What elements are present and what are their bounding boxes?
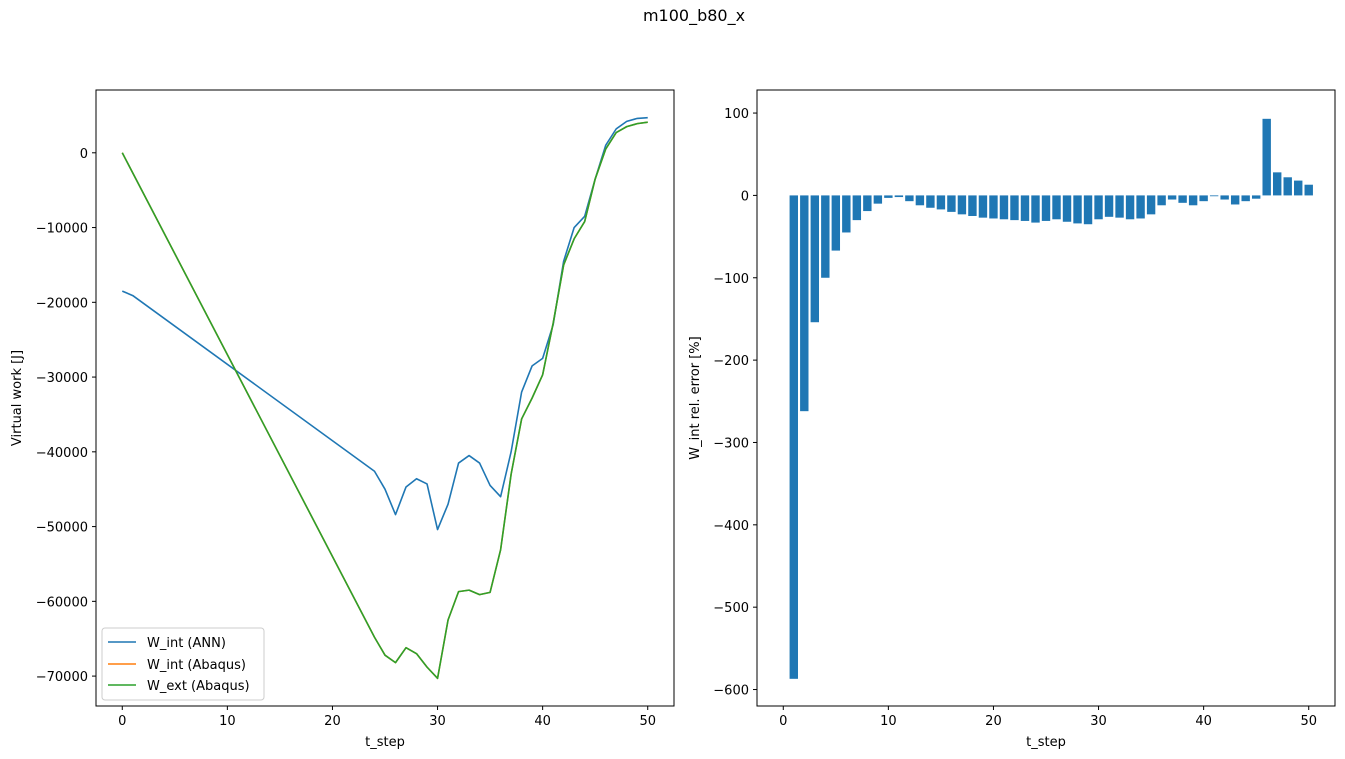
error-bar-t11 [894,195,904,198]
line-chart-y-axis-label: Virtual work [J] [10,350,25,446]
bar-chart-y-tick-label: −600 [713,684,749,699]
line-chart-y-tick-label: −10000 [36,222,88,237]
error-bar-t14 [926,195,935,208]
error-bar-t41 [1209,195,1219,197]
line-chart-x-tick-label: 50 [639,714,656,729]
figure-title: m100_b80_x [643,6,745,26]
error-bar-t9 [873,195,883,204]
error-bar-t31 [1104,195,1114,217]
error-bar-t26 [1052,195,1061,220]
series-line-w-ext-abaqus [121,121,648,680]
error-bar-t38 [1178,195,1187,203]
legend-label-w-ext-abaqus: W_ext (Abaqus) [147,679,250,694]
error-bar-t8 [863,195,872,212]
line-chart-y-tick-label: −30000 [36,371,88,386]
error-bar-t30 [1094,195,1103,220]
bar-chart-x-tick-label: 20 [985,714,1002,729]
line-chart-x-tick-label: 10 [219,714,236,729]
bar-chart-x-tick-label: 10 [880,714,897,729]
line-chart-y-tick-label: −40000 [36,446,88,461]
error-bar-t50 [1304,184,1313,196]
error-bar-t5 [831,195,841,251]
line-chart-y-tick-label: −50000 [36,521,88,536]
error-bar-t35 [1146,195,1156,215]
error-bar-t13 [915,195,925,206]
error-bar-t3 [810,195,820,323]
line-chart-x-axis-label: t_step [365,735,405,750]
legend: W_int (ANN) W_int (Abaqus) W_ext (Abaqus… [101,627,265,701]
error-bar-t48 [1283,177,1292,196]
line-chart-x-tick-label: 0 [118,714,126,729]
error-bar-t17 [957,195,967,215]
error-bar-t28 [1073,195,1082,224]
error-bar-t10 [884,195,893,198]
error-bar-t24 [1031,195,1040,223]
bar-chart-y-tick-label: 100 [724,107,749,122]
line-chart-y-tick-label: 0 [80,147,88,162]
error-bar-t37 [1167,195,1177,200]
error-bar-t21 [999,195,1009,220]
error-bar-t27 [1062,195,1072,222]
bar-chart-y-tick-label: −300 [713,436,749,451]
legend-entry-w-int-ann: W_int (ANN) [108,636,226,651]
error-bar-t36 [1157,195,1166,206]
error-bar-t34 [1136,195,1145,219]
error-bar-t15 [936,195,946,210]
error-bar-t44 [1241,195,1250,202]
error-bar-t33 [1125,195,1135,220]
error-bar-t29 [1083,195,1093,225]
bar-chart-plot-area [757,90,1335,706]
bar-chart-panel: 0 10 20 30 40 50−600−500−400−300−200−1000100 … [688,89,1336,750]
bar-chart-y-tick-label: −500 [713,601,749,616]
bar-chart-x-tick-label: 0 [779,714,787,729]
error-bar-t1 [789,195,798,679]
error-bar-t6 [842,195,851,233]
line-chart-y-tick-label: −20000 [36,296,88,311]
bar-chart-x-tick-label: 40 [1195,714,1212,729]
bar-chart-x-tick-label: 50 [1300,714,1317,729]
bar-chart-y-tick-label: 0 [741,189,749,204]
line-chart-x-tick-label: 30 [429,714,446,729]
legend-entry-w-ext-abaqus: W_ext (Abaqus) [108,679,250,694]
error-bar-t7 [852,195,862,221]
error-bar-t16 [947,195,956,212]
bar-chart-frame [756,89,1336,707]
bar-chart-x-tick-label: 30 [1090,714,1107,729]
bar-chart-y-axis-label: W_int rel. error [%] [688,336,703,459]
line-chart-x-tick-label: 40 [534,714,551,729]
line-chart-panel: 0 10 20 30 40 50 −70000 −60000 −50000 −40000 −3000… [10,89,675,750]
error-bar-t39 [1188,195,1198,206]
legend-box [101,627,265,701]
bar-chart-y-tick-label: −200 [713,354,749,369]
line-chart-plot-area [96,90,674,706]
bar-chart-y-tick-label: −400 [713,519,749,534]
error-bar-t12 [905,195,914,202]
legend-entry-w-int-abaqus: W_int (Abaqus) [108,658,246,673]
error-bar-t40 [1199,195,1208,202]
error-bar-t22 [1010,195,1019,221]
error-bar-t25 [1041,195,1051,221]
error-bar-t32 [1115,195,1124,218]
line-chart-y-tick-label: −70000 [36,670,88,685]
error-bar-t42 [1220,195,1229,200]
legend-label-w-int-abaqus: W_int (Abaqus) [147,658,246,673]
line-chart-x-tick-label: 20 [324,714,341,729]
error-bar-t2 [800,195,809,412]
error-bar-t49 [1294,180,1303,196]
error-bar-t47 [1273,172,1282,196]
error-bar-t18 [968,195,977,216]
bar-chart-y-tick-label: −100 [713,272,749,287]
error-bar-t45 [1251,195,1261,199]
bar-chart-x-axis-label: t_step [1026,735,1066,750]
error-bar-t43 [1230,195,1240,205]
legend-label-w-int-ann: W_int (ANN) [147,636,226,651]
error-bar-t4 [821,195,830,278]
error-bar-t46 [1262,118,1271,196]
error-bar-t19 [978,195,988,218]
line-chart-y-tick-label: −60000 [36,595,88,610]
error-bar-t23 [1020,195,1030,221]
line-chart-frame [95,89,675,707]
error-bar-t20 [989,195,998,219]
